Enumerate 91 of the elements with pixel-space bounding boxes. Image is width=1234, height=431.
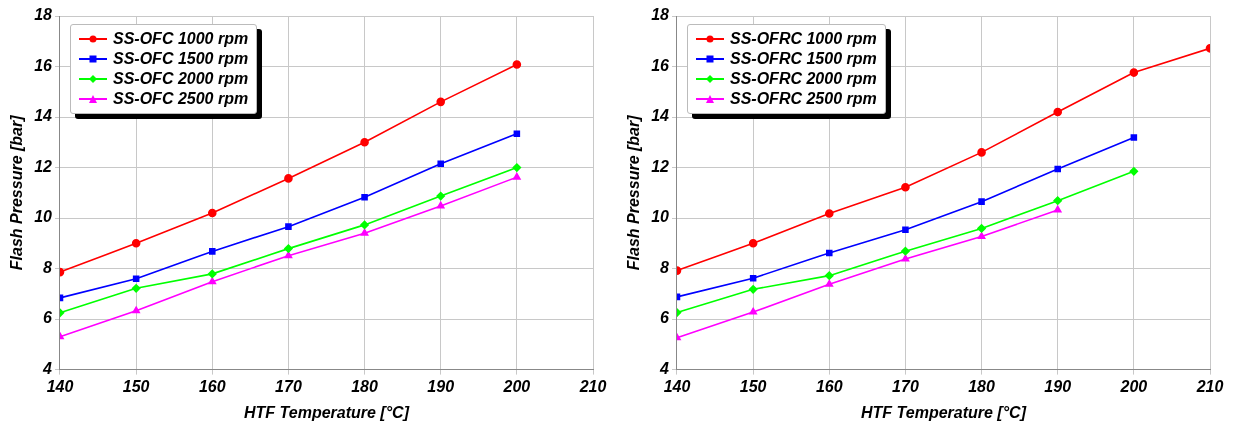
x-tick-label: 140 bbox=[46, 377, 74, 395]
x-axis-title: HTF Temperature [°C] bbox=[861, 403, 1027, 421]
point bbox=[1053, 196, 1063, 205]
legend-label: SS-OFRC 2500 rpm bbox=[729, 89, 877, 109]
point bbox=[132, 306, 140, 314]
point bbox=[1130, 134, 1138, 141]
legend-label: SS-OFRC 1500 rpm bbox=[729, 49, 877, 69]
x-tick-label: 170 bbox=[275, 377, 302, 395]
point bbox=[512, 163, 522, 172]
point bbox=[748, 284, 758, 294]
x-tick-label: 190 bbox=[1044, 377, 1072, 395]
point bbox=[826, 249, 833, 257]
point bbox=[208, 277, 217, 285]
point bbox=[513, 130, 521, 137]
point bbox=[361, 194, 368, 201]
y-tick-label: 14 bbox=[34, 107, 53, 125]
x-tick-label: 210 bbox=[578, 377, 607, 395]
y-tick-label: 6 bbox=[43, 309, 53, 327]
x-tick-label: 160 bbox=[198, 377, 226, 395]
point bbox=[131, 239, 141, 248]
x-tick-label: 140 bbox=[663, 377, 691, 395]
y-axis-title: Flash Pressure [bar] bbox=[8, 114, 26, 271]
legend-label: SS-OFC 2000 rpm bbox=[112, 69, 249, 89]
point bbox=[977, 148, 986, 157]
point bbox=[360, 137, 369, 147]
point bbox=[748, 239, 758, 248]
point bbox=[901, 182, 910, 192]
x-tick-label: 150 bbox=[739, 377, 767, 395]
x-tick-label: 200 bbox=[1119, 377, 1148, 395]
point bbox=[207, 208, 217, 218]
y-tick-label: 6 bbox=[660, 309, 670, 327]
point bbox=[1129, 167, 1139, 176]
y-tick-label: 18 bbox=[34, 6, 53, 24]
point bbox=[360, 228, 369, 236]
point bbox=[132, 275, 140, 282]
x-tick-label: 170 bbox=[892, 377, 919, 395]
point bbox=[901, 254, 910, 262]
point bbox=[436, 201, 445, 209]
y-tick-label: 10 bbox=[651, 208, 670, 226]
y-tick-label: 16 bbox=[34, 56, 53, 74]
point bbox=[207, 269, 217, 279]
point bbox=[131, 283, 141, 293]
point bbox=[512, 60, 522, 69]
x-axis-title: HTF Temperature [°C] bbox=[244, 403, 410, 421]
y-tick-label: 4 bbox=[42, 360, 53, 378]
point bbox=[1053, 205, 1062, 213]
point bbox=[513, 172, 521, 180]
point bbox=[902, 226, 909, 233]
x-tick-label: 180 bbox=[351, 377, 379, 395]
legend-label: SS-OFRC 1000 rpm bbox=[729, 29, 877, 49]
y-tick-label: 12 bbox=[651, 157, 670, 175]
point bbox=[977, 232, 986, 240]
x-tick-label: 150 bbox=[122, 377, 150, 395]
point bbox=[209, 248, 216, 255]
point bbox=[824, 271, 834, 280]
point bbox=[284, 244, 293, 253]
legend-label: SS-OFC 1000 rpm bbox=[112, 29, 249, 49]
x-tick-label: 190 bbox=[427, 377, 455, 395]
y-tick-label: 12 bbox=[34, 157, 53, 175]
y-tick-label: 4 bbox=[659, 360, 670, 378]
point bbox=[436, 97, 446, 107]
legend-label: SS-OFRC 2000 rpm bbox=[729, 69, 877, 89]
point bbox=[437, 160, 444, 168]
y-tick-label: 8 bbox=[660, 258, 670, 276]
x-tick-label: 160 bbox=[815, 377, 843, 395]
point bbox=[978, 198, 985, 205]
point bbox=[977, 224, 986, 233]
y-tick-label: 18 bbox=[651, 6, 670, 24]
x-tick-label: 180 bbox=[968, 377, 996, 395]
point bbox=[285, 223, 292, 230]
y-tick-label: 10 bbox=[34, 208, 53, 226]
y-tick-label: 16 bbox=[651, 56, 670, 74]
point bbox=[436, 191, 446, 201]
x-tick-label: 200 bbox=[502, 377, 531, 395]
point bbox=[901, 246, 910, 256]
y-tick-label: 8 bbox=[43, 258, 53, 276]
point bbox=[825, 279, 834, 287]
point bbox=[360, 220, 369, 230]
point bbox=[1129, 68, 1139, 77]
x-tick-label: 210 bbox=[1195, 377, 1224, 395]
legend-label: SS-OFC 2500 rpm bbox=[112, 89, 249, 109]
point bbox=[824, 209, 834, 218]
point bbox=[284, 174, 293, 183]
point bbox=[749, 307, 757, 315]
point bbox=[1054, 165, 1061, 173]
point bbox=[1053, 107, 1063, 117]
point bbox=[749, 274, 757, 282]
legend-label: SS-OFC 1500 rpm bbox=[112, 49, 249, 69]
y-tick-label: 14 bbox=[651, 107, 670, 125]
y-axis-title: Flash Pressure [bar] bbox=[625, 114, 643, 271]
point bbox=[284, 251, 293, 259]
